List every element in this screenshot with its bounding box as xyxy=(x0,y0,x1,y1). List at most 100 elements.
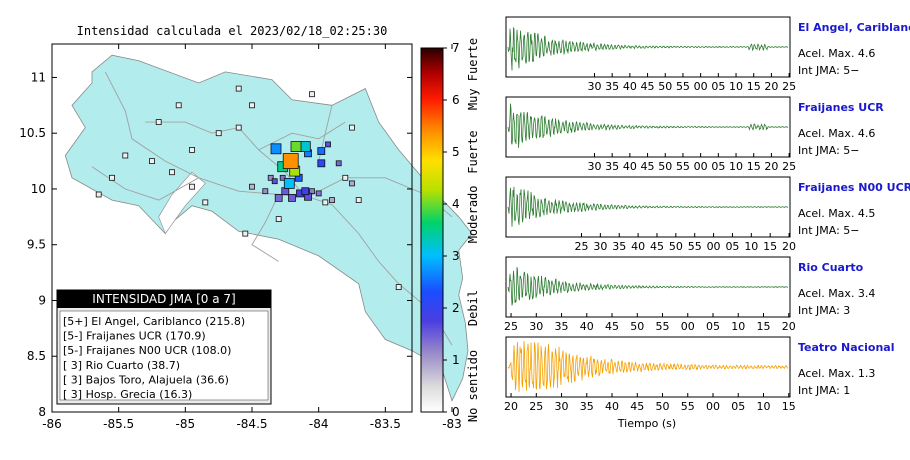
waveform-tick-label: 40 xyxy=(605,400,619,413)
station-marker xyxy=(169,169,175,176)
map-x-tick-label: -83 xyxy=(442,417,462,431)
legend-inner xyxy=(59,310,269,401)
colorbar-tick-label: 1 xyxy=(452,353,460,367)
waveform-tick-label: 50 xyxy=(658,80,672,93)
station-marker xyxy=(267,174,274,181)
station-name: Fraijanes UCR xyxy=(798,101,884,114)
colorbar-ticks: 0 1 2 3 4 5 6 7 xyxy=(443,41,460,419)
station-marker xyxy=(175,102,182,109)
station-marker xyxy=(235,124,242,131)
colorbar-category-label: No sentido xyxy=(466,350,480,422)
waveform-tick-label: 30 xyxy=(587,160,601,173)
country-outline xyxy=(64,54,473,402)
legend-entry: [5-] Fraijanes UCR (170.9) xyxy=(63,330,206,343)
waveform-tick-label: 25 xyxy=(529,400,543,413)
legend-entry-intensity: [5+] xyxy=(63,315,91,328)
station-marker xyxy=(299,141,311,153)
station-marker xyxy=(288,193,296,202)
legend-entry: [ 3] Hosp. Grecia (16.3) xyxy=(63,388,192,401)
station-marker xyxy=(322,199,329,206)
waveform-tick-label: 00 xyxy=(706,400,720,413)
road-line xyxy=(258,121,346,151)
station-marker xyxy=(149,158,155,165)
waveform-tick-label: 20 xyxy=(764,80,778,93)
map-x-tick-label: -86 xyxy=(42,417,62,431)
station-marker xyxy=(309,91,315,98)
legend-entry-name: Fraijanes UCR xyxy=(86,330,165,343)
waveform-tick-label: 25 xyxy=(782,160,796,173)
waveform-tick-label: 30 xyxy=(555,400,569,413)
colorbar-category-label: Moderado xyxy=(466,186,480,244)
colorbar-tick-label: 4 xyxy=(452,197,460,211)
station-marker xyxy=(95,191,102,198)
station-name: Fraijanes N00 UCR xyxy=(798,181,910,194)
legend-entry-name: Bajos Toro, Alajuela xyxy=(86,373,196,386)
waveform-tick-label: 10 xyxy=(729,160,743,173)
map-y-tick-label: 10 xyxy=(31,182,46,196)
colorbar-tick-label: 0 xyxy=(452,405,460,419)
station-marker xyxy=(342,174,349,181)
waveform-tick-label: 45 xyxy=(641,160,655,173)
map-y-tick-label: 9.5 xyxy=(27,238,46,252)
station-marker xyxy=(215,130,222,137)
waveform-trace xyxy=(507,103,788,148)
station-marker xyxy=(283,177,295,189)
legend-entries: [5+] El Angel, Cariblanco (215.8) [5-] Fr… xyxy=(59,310,269,401)
map-x-tick-label: -84.5 xyxy=(236,417,267,431)
map-x-tick-label: -85 xyxy=(176,417,196,431)
waveform-tick-label: 45 xyxy=(641,80,655,93)
waveform-tick-label: 50 xyxy=(630,320,644,333)
station-marker xyxy=(271,178,278,185)
max-acceleration: Acel. Max. 1.3 xyxy=(798,367,875,380)
jma-intensity: Int JMA: 5− xyxy=(798,64,860,77)
jma-intensity: Int JMA: 3 xyxy=(798,304,850,317)
legend-entry: [ 3] Rio Cuarto (38.7) xyxy=(63,359,180,372)
colorbar-tick-label: 7 xyxy=(452,41,460,55)
station-marker xyxy=(355,197,362,204)
station-marker xyxy=(335,160,342,167)
station-marker xyxy=(242,230,249,237)
waveform-tick-label: 20 xyxy=(764,160,778,173)
station-name: El Angel, Cariblanco xyxy=(798,21,910,34)
waveform-tick-label: 35 xyxy=(555,320,569,333)
legend-entry-value: (108.0) xyxy=(191,344,231,357)
intensity-map: Intensidad calculada el 2023/02/18_02:25… xyxy=(19,24,473,431)
waveform-tick-label: 00 xyxy=(694,160,708,173)
legend-entry-name: Fraijanes N00 UCR xyxy=(86,344,191,357)
station-marker xyxy=(189,183,195,190)
colorbar-category-label: Debil xyxy=(466,290,480,326)
max-acceleration: Acel. Max. 4.5 xyxy=(798,207,875,220)
map-y-tick-label: 10.5 xyxy=(19,126,46,140)
waveform-tick-label: 00 xyxy=(707,240,721,253)
waveform-tick-label: 15 xyxy=(756,320,770,333)
station-marker xyxy=(290,141,302,153)
waveform-tick-label: 35 xyxy=(605,160,619,173)
waveform-trace xyxy=(507,267,789,306)
waveform-tick-label: 15 xyxy=(782,400,796,413)
station-marker xyxy=(275,216,282,223)
legend-entry-value: (36.6) xyxy=(196,373,229,386)
station-marker xyxy=(279,174,286,181)
legend-entry-name: Hosp. Grecia xyxy=(86,388,160,401)
map-x-tick-label: -84 xyxy=(309,417,329,431)
max-acceleration: Acel. Max. 4.6 xyxy=(798,127,875,140)
waveform-tick-label: 25 xyxy=(782,80,796,93)
waveform-tick-label: 25 xyxy=(504,320,518,333)
map-y-tick-label: 11 xyxy=(31,70,46,84)
waveform-tick-label: 50 xyxy=(669,240,683,253)
max-acceleration: Acel. Max. 4.6 xyxy=(798,47,875,60)
station-marker xyxy=(301,187,310,196)
legend-entry: [5-] Fraijanes N00 UCR (108.0) xyxy=(63,344,231,357)
station-marker xyxy=(317,147,326,156)
station-name: Rio Cuarto xyxy=(798,261,864,274)
waveform-tick-label: 55 xyxy=(656,320,670,333)
map-x-tick-label: -83.5 xyxy=(370,417,401,431)
colorbar-tick-label: 5 xyxy=(452,145,460,159)
waveform-tick-label: 20 xyxy=(782,320,796,333)
waveform-tick-label: 50 xyxy=(656,400,670,413)
station-marker xyxy=(249,102,255,109)
station-marker xyxy=(262,188,269,195)
waveform-tick-label: 35 xyxy=(580,400,594,413)
